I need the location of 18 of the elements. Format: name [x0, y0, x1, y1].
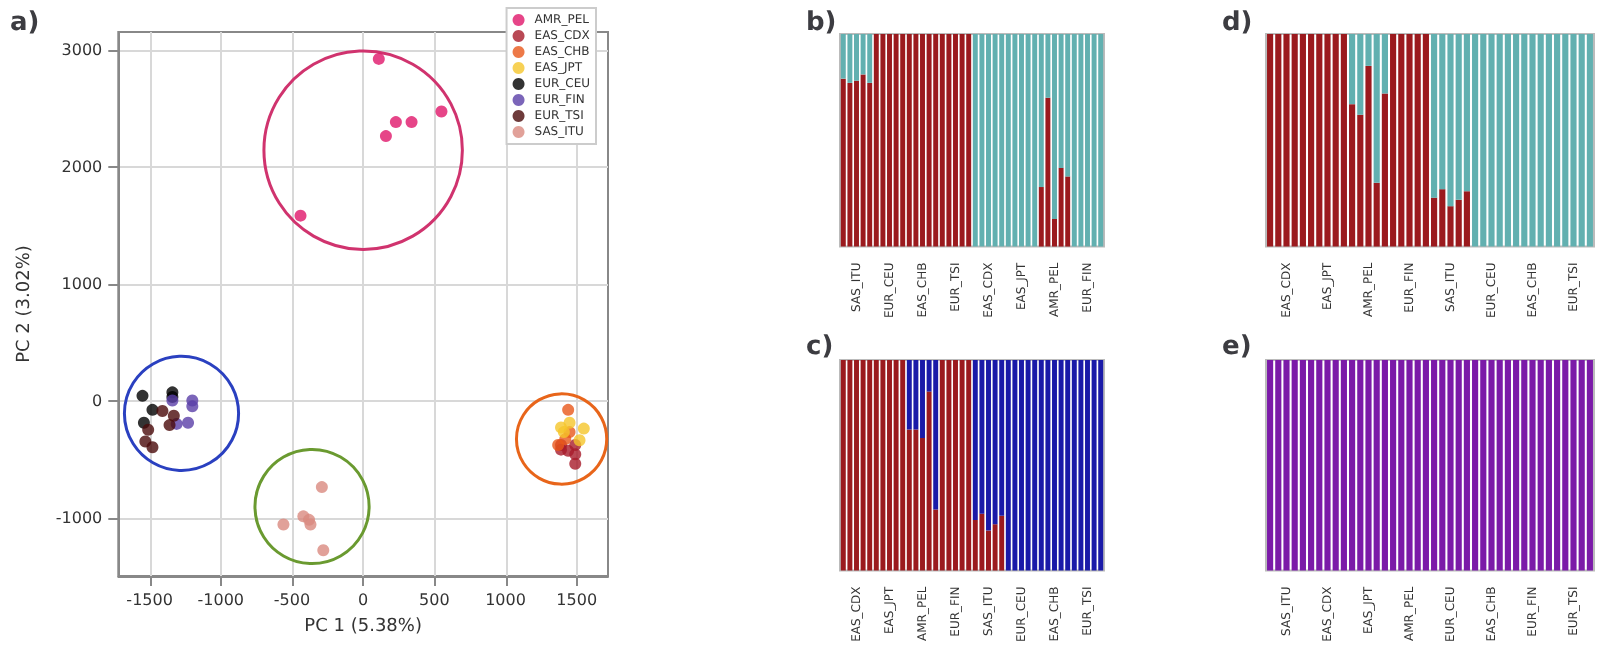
y-axis-title: PC 2 (3.02%)	[15, 245, 35, 363]
y-tick-label: 2000	[61, 157, 103, 176]
x-tick-label: -500	[273, 591, 311, 609]
x-tick-label: 1000	[485, 591, 526, 609]
x-tick-label: 0	[358, 591, 369, 609]
x-tick-label: 500	[419, 591, 450, 609]
chart-title: a)	[10, 8, 40, 38]
y-tick-label: -1000	[55, 508, 103, 527]
x-tick-label: 1500	[556, 591, 598, 609]
x-tick-label: -1000	[197, 591, 245, 609]
chart-title: b)	[806, 8, 837, 38]
chart-title: c)	[806, 332, 834, 362]
x-axis-title: PC 1 (5.38%)	[304, 616, 422, 637]
y-tick-label: 3000	[61, 40, 103, 59]
y-tick-label: 0	[92, 391, 103, 410]
chart-title: d)	[1222, 8, 1253, 38]
chart-title: e)	[1222, 332, 1252, 362]
x-tick-label: -1500	[126, 591, 173, 609]
